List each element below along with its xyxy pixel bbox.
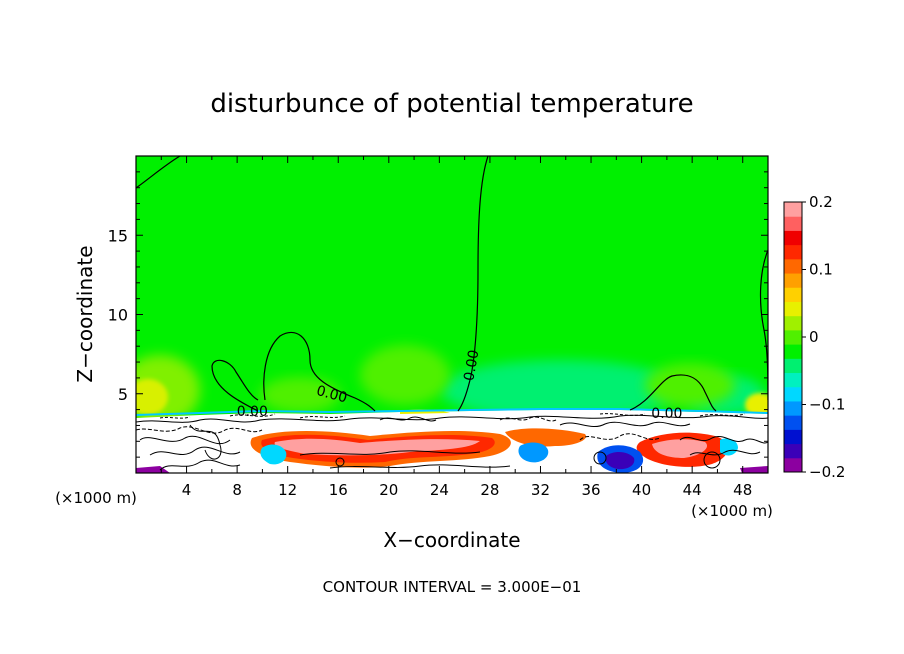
cool-anomaly-center bbox=[518, 442, 549, 463]
colorbar-swatch bbox=[784, 457, 802, 473]
x-tick-label: 28 bbox=[480, 481, 499, 499]
colorbar-ticks: 0.2 0.1 0 −0.1 −0.2 bbox=[802, 193, 845, 481]
cool-anomaly-edge bbox=[720, 438, 738, 456]
colorbar-tick-label: 0.2 bbox=[809, 193, 833, 211]
colorbar-swatch bbox=[784, 329, 802, 345]
x-axis-ticks: 4 8 12 16 20 24 28 32 36 40 44 48 bbox=[160, 156, 752, 499]
warm-region-center bbox=[360, 345, 450, 405]
colorbar-swatch bbox=[784, 301, 802, 317]
warm-region-center-2 bbox=[260, 377, 340, 413]
colorbar-swatch bbox=[784, 400, 802, 416]
x-tick-label: 36 bbox=[581, 481, 600, 499]
x-tick-label: 16 bbox=[329, 481, 348, 499]
colorbar-swatch bbox=[784, 287, 802, 302]
x-tick-label: 32 bbox=[531, 481, 550, 499]
colorbar-swatch bbox=[784, 258, 802, 274]
contour-label: 0.00 bbox=[237, 404, 268, 420]
colorbar-swatch bbox=[784, 415, 802, 430]
x-tick-label: 8 bbox=[232, 481, 242, 499]
x-axis-unit-left: (×1000 m) bbox=[55, 489, 137, 507]
boundary-layer-contours bbox=[136, 413, 768, 471]
contour-label: 0.00 bbox=[315, 383, 349, 407]
x-tick-label: 48 bbox=[733, 481, 752, 499]
y-axis-label: Z−coordinate bbox=[73, 245, 97, 382]
cool-anomaly-left bbox=[260, 444, 287, 465]
colorbar-swatch bbox=[784, 386, 802, 402]
x-tick-label: 4 bbox=[182, 481, 192, 499]
y-axis-ticks: 5 10 15 bbox=[108, 171, 768, 458]
colorbar-swatch bbox=[784, 372, 802, 388]
heatmap-field bbox=[136, 156, 768, 473]
colorbar-tick-label: −0.2 bbox=[809, 463, 845, 481]
colorbar-swatch bbox=[784, 344, 802, 359]
colorbar bbox=[783, 201, 803, 473]
contour-label: 0.00 bbox=[651, 406, 682, 422]
zero-contour-left-bump bbox=[211, 359, 259, 412]
x-tick-label: 24 bbox=[430, 481, 449, 499]
colorbar-tick-label: 0 bbox=[809, 328, 819, 346]
colorbar-swatch bbox=[784, 429, 802, 445]
colorbar-swatch bbox=[784, 202, 802, 217]
contour-label: 0.00 bbox=[461, 349, 482, 382]
warm-region-right bbox=[645, 363, 735, 407]
chart-title: disturbunce of potential temperature bbox=[210, 89, 693, 119]
zero-contour-right-dome bbox=[629, 374, 717, 412]
contour-labels: 0.00 0.00 0.00 0.00 bbox=[237, 349, 683, 422]
x-tick-label: 44 bbox=[683, 481, 702, 499]
colorbar-swatch bbox=[784, 230, 802, 246]
colorbar-swatch bbox=[784, 216, 802, 231]
zero-contour-dome bbox=[263, 331, 376, 412]
colorbar-swatch bbox=[784, 273, 802, 288]
zero-contour-tall bbox=[457, 156, 489, 412]
y-tick-label: 5 bbox=[118, 385, 128, 404]
contour-interval-text: CONTOUR INTERVAL = 3.000E−01 bbox=[323, 578, 582, 596]
colorbar-swatch bbox=[784, 358, 802, 374]
colorbar-swatch bbox=[784, 443, 802, 459]
cyan-band bbox=[136, 408, 768, 416]
zero-contour-top-left bbox=[136, 156, 181, 189]
warm-anomaly-mid bbox=[505, 428, 586, 447]
x-tick-label: 20 bbox=[379, 481, 398, 499]
x-axis-unit-right: (×1000 m) bbox=[691, 502, 773, 520]
warm-region-right-edge bbox=[745, 393, 768, 417]
colorbar-tick-label: −0.1 bbox=[809, 396, 845, 414]
colorbar-swatch bbox=[784, 244, 802, 260]
x-tick-label: 40 bbox=[632, 481, 651, 499]
warm-region-left-core bbox=[136, 379, 168, 415]
colorbar-swatch bbox=[784, 315, 802, 331]
cool-anomaly-right-core bbox=[605, 452, 635, 470]
warm-anomaly-main-light bbox=[274, 438, 480, 456]
y-tick-label: 10 bbox=[108, 306, 128, 325]
x-axis-label: X−coordinate bbox=[383, 528, 520, 552]
y-tick-label: 15 bbox=[108, 226, 128, 245]
colorbar-tick-label: 0.1 bbox=[809, 261, 833, 279]
cool-region-right bbox=[440, 360, 680, 420]
zero-contours bbox=[136, 156, 768, 412]
cool-anomaly-bottom-right bbox=[740, 466, 768, 473]
x-tick-label: 12 bbox=[278, 481, 297, 499]
